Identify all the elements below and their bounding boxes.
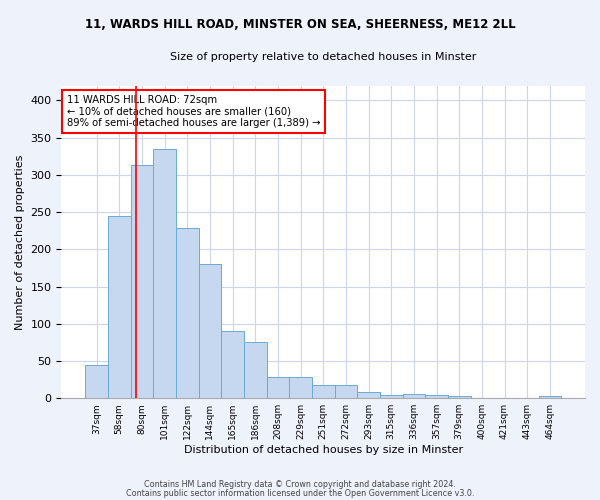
Title: Size of property relative to detached houses in Minster: Size of property relative to detached ho… (170, 52, 476, 62)
Bar (221, 331, 244, 398)
Bar (539, 396, 561, 398)
Bar (335, 385, 357, 398)
Bar (357, 392, 380, 398)
Bar (108, 216, 131, 398)
Bar (403, 394, 425, 398)
Bar (380, 395, 403, 398)
Bar (131, 165, 153, 398)
Y-axis label: Number of detached properties: Number of detached properties (15, 154, 25, 330)
Bar (448, 396, 470, 398)
Text: 11 WARDS HILL ROAD: 72sqm
← 10% of detached houses are smaller (160)
89% of semi: 11 WARDS HILL ROAD: 72sqm ← 10% of detac… (67, 95, 320, 128)
Text: Contains public sector information licensed under the Open Government Licence v3: Contains public sector information licen… (126, 489, 474, 498)
Bar (199, 264, 221, 398)
Bar (153, 149, 176, 398)
Bar (85, 364, 108, 398)
Text: 11, WARDS HILL ROAD, MINSTER ON SEA, SHEERNESS, ME12 2LL: 11, WARDS HILL ROAD, MINSTER ON SEA, SHE… (85, 18, 515, 30)
Bar (176, 228, 199, 398)
Bar (244, 342, 266, 398)
Bar (312, 385, 335, 398)
Bar (289, 378, 312, 398)
X-axis label: Distribution of detached houses by size in Minster: Distribution of detached houses by size … (184, 445, 463, 455)
Text: Contains HM Land Registry data © Crown copyright and database right 2024.: Contains HM Land Registry data © Crown c… (144, 480, 456, 489)
Bar (425, 395, 448, 398)
Bar (266, 378, 289, 398)
